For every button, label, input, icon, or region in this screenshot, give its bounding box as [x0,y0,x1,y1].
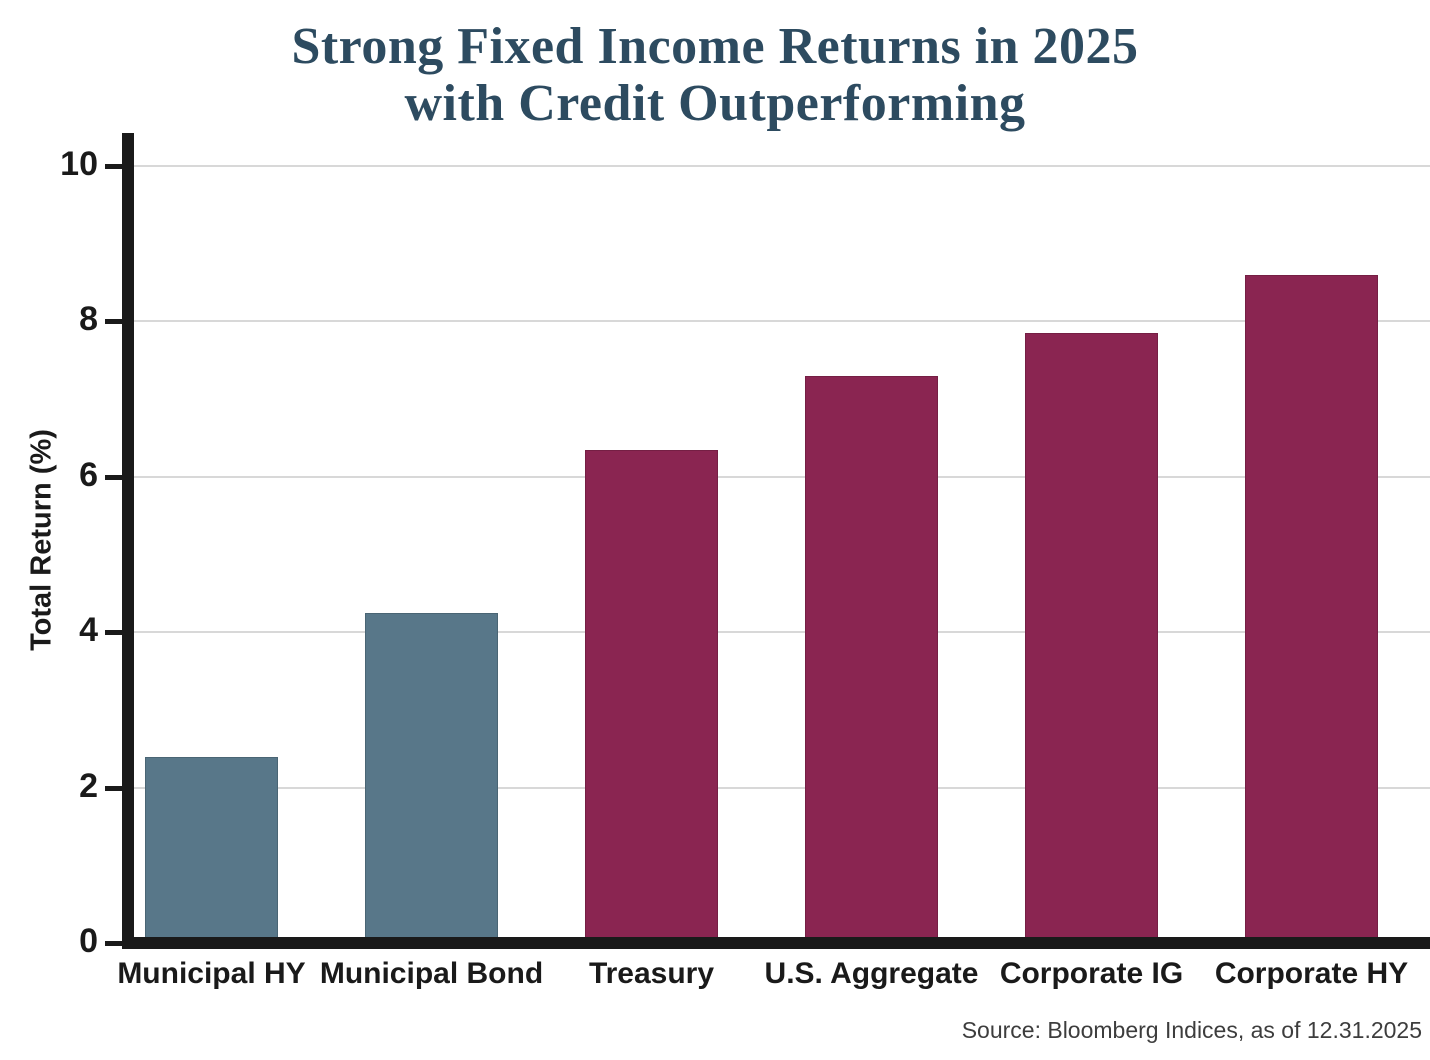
y-tick-mark-10 [105,164,124,169]
bar-u-s-aggregate [805,375,938,943]
category-label-municipal-bond: Municipal Bond [319,957,544,990]
y-tick-mark-6 [105,474,124,480]
gridline-6 [134,475,1430,478]
y-tick-label-4: 4 [79,611,98,650]
y-tick-label-6: 6 [79,455,98,494]
bar-municipal-hy [145,756,278,943]
y-tick-label-2: 2 [79,766,98,805]
y-tick-mark-2 [105,785,124,791]
gridline-8 [134,320,1430,323]
category-label-corporate-ig: Corporate IG [999,957,1184,990]
bar-municipal-bond [365,612,498,943]
gridline-2 [134,786,1430,789]
y-tick-label-8: 8 [79,300,98,339]
gridline-10 [134,165,1430,167]
y-tick-mark-0 [105,941,124,946]
x-axis-baseline [122,937,1430,949]
category-label-treasury: Treasury [588,957,715,990]
chart-title-line-1: Strong Fixed Income Returns in 2025 [291,18,1139,75]
y-axis-line [122,133,134,949]
bar-corporate-ig [1025,333,1158,943]
category-label-municipal-hy: Municipal HY [117,957,306,990]
bar-treasury [585,449,718,943]
source-note: Source: Bloomberg Indices, as of 12.31.2… [961,1017,1422,1043]
chart-title-line-2: with Credit Outperforming [404,75,1026,132]
chart-title: Strong Fixed Income Returns in 2025 with… [0,18,1430,132]
y-tick-mark-8 [105,319,124,325]
gridline-4 [134,631,1430,634]
category-label-corporate-hy: Corporate HY [1214,957,1409,990]
y-tick-label-0: 0 [79,922,98,960]
y-tick-label-10: 10 [60,145,98,183]
bar-corporate-hy [1245,274,1378,943]
y-tick-mark-4 [105,630,124,636]
category-label-u-s-aggregate: U.S. Aggregate [764,957,979,990]
